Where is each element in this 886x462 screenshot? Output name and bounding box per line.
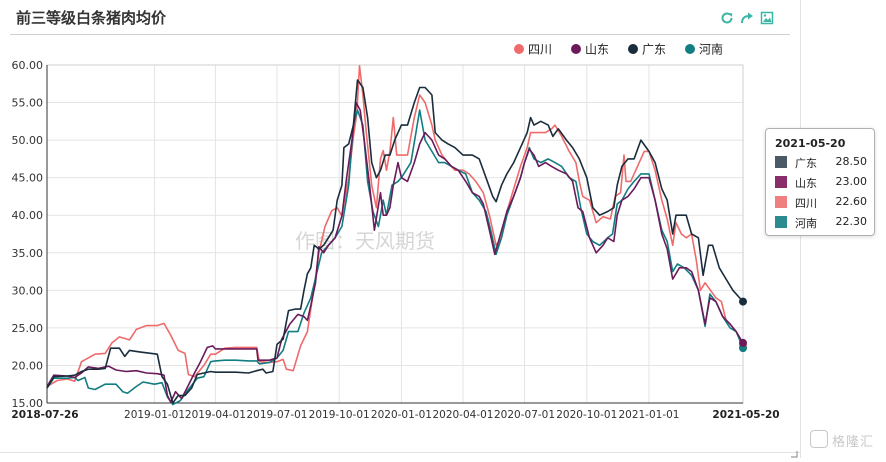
legend-marker [628, 44, 638, 54]
watermark-text: 格隆汇 [832, 435, 875, 450]
series-line-四川 [46, 65, 744, 388]
chart-title: 前三等级白条猪肉均价 [16, 9, 167, 27]
legend-marker [571, 44, 581, 54]
y-tick-label: 20.00 [12, 359, 44, 372]
legend-marker [514, 44, 524, 54]
y-tick-label: 35.00 [12, 247, 44, 260]
series-end-marker [739, 297, 747, 306]
x-end-label: 2021-05-20 [712, 409, 779, 421]
tooltip-series-value: 22.30 [835, 215, 868, 228]
y-tick-label: 15.00 [12, 397, 44, 410]
source-watermark: 格隆汇 [810, 428, 882, 450]
tooltip-series-value: 23.00 [835, 175, 868, 188]
series-line-山东 [46, 101, 744, 403]
x-tick-label: 2020-01-01 [371, 409, 432, 421]
tooltip-date: 2021-05-20 [775, 137, 846, 150]
x-tick-label: 2019-10-01 [309, 409, 370, 421]
panel-border-bottom [0, 452, 800, 453]
chart-watermark: 作图：天风期货 [295, 229, 435, 253]
legend-label: 山东 [585, 43, 609, 57]
title-divider [10, 34, 790, 35]
share-icon[interactable] [740, 11, 754, 25]
y-tick-label: 30.00 [12, 284, 44, 297]
tooltip-swatch [775, 176, 787, 188]
refresh-icon[interactable] [720, 11, 734, 25]
tooltip-swatch [775, 156, 787, 168]
y-tick-label: 50.00 [12, 134, 44, 147]
tooltip-series-name: 广东 [795, 157, 817, 170]
y-tick-label: 40.00 [12, 209, 44, 222]
legend-label: 广东 [642, 43, 666, 57]
tooltip-row-shandong: 山东 23.00 [775, 175, 870, 190]
series-end-marker [739, 338, 747, 347]
x-tick-label: 2019-04-01 [185, 409, 246, 421]
x-tick-label: 2020-10-01 [556, 409, 617, 421]
tooltip-series-value: 28.50 [835, 155, 868, 168]
tooltip-series-name: 四川 [795, 197, 817, 210]
x-start-label: 2018-07-26 [11, 409, 78, 421]
tooltip-series-value: 22.60 [835, 195, 868, 208]
image-icon[interactable] [760, 11, 774, 25]
chart-tooltip: 2021-05-20 广东 28.50 山东 23.00 四川 22.60 河南… [765, 128, 875, 236]
toolbar [720, 11, 774, 25]
legend-marker [685, 44, 695, 54]
tooltip-row-guangdong: 广东 28.50 [775, 155, 870, 170]
gelonghui-logo-icon [810, 430, 828, 448]
tooltip-swatch [775, 216, 787, 228]
y-tick-label: 25.00 [12, 322, 44, 335]
x-tick-label: 2019-07-01 [246, 409, 307, 421]
y-tick-label: 60.00 [12, 59, 44, 72]
x-tick-label: 2019-01-01 [124, 409, 185, 421]
y-tick-label: 45.00 [12, 172, 44, 185]
tooltip-swatch [775, 196, 787, 208]
x-tick-label: 2020-07-01 [494, 409, 555, 421]
line-chart: 15.00 20.00 25.00 30.00 35.00 40.00 45.00 50.00… [11, 42, 779, 422]
tooltip-row-sichuan: 四川 22.60 [775, 195, 870, 210]
resize-handle-icon[interactable] [790, 443, 798, 458]
series-line-广东 [46, 79, 744, 404]
tooltip-row-henan: 河南 22.30 [775, 215, 870, 230]
series-line-河南 [46, 109, 744, 406]
legend-label: 河南 [699, 42, 723, 57]
x-tick-label: 2020-04-01 [432, 409, 493, 421]
y-tick-label: 55.00 [12, 97, 44, 110]
x-tick-label: 2021-01-01 [618, 409, 679, 421]
legend-label: 四川 [528, 43, 552, 57]
tooltip-series-name: 山东 [795, 177, 817, 190]
tooltip-series-name: 河南 [795, 217, 817, 230]
